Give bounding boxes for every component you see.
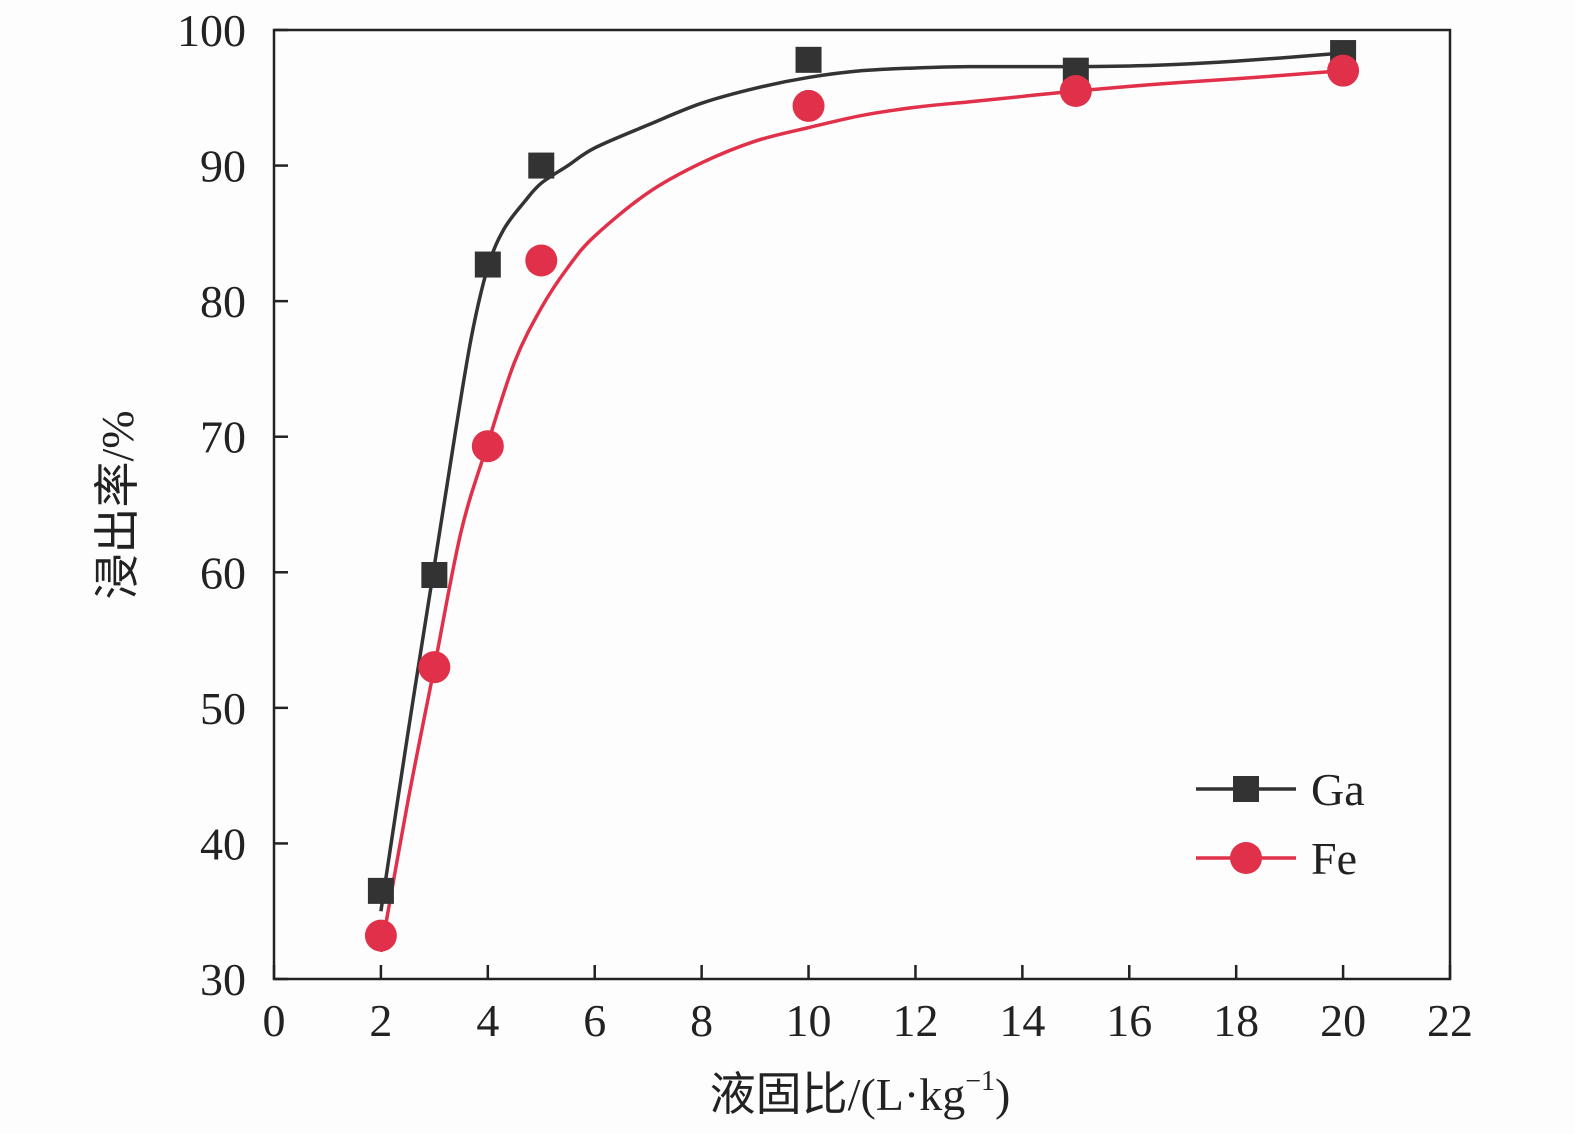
y-tick-label: 90	[200, 141, 246, 192]
ga-point	[795, 46, 822, 73]
fe-point	[1327, 54, 1360, 87]
y-tick-labels: 30 40 50 60 70 80 90 100	[177, 5, 246, 1005]
legend-marker-ga	[1233, 776, 1259, 802]
x-tick-label: 14	[999, 995, 1045, 1046]
x-tick-label: 16	[1106, 995, 1152, 1046]
ga-point	[528, 152, 555, 179]
x-tick-label: 18	[1213, 995, 1259, 1046]
y-tick-label: 60	[200, 547, 246, 598]
x-tick-label: 0	[263, 995, 286, 1046]
ga-point	[367, 877, 394, 904]
y-axis-title: 浸出率/%	[92, 410, 143, 599]
x-tick-label: 22	[1427, 995, 1473, 1046]
fit-curves	[379, 51, 1344, 953]
ga-fit-line	[379, 51, 1344, 912]
legend: Ga Fe	[1196, 764, 1365, 884]
data-points	[364, 40, 1360, 952]
fe-point	[364, 919, 397, 952]
y-tick-label: 50	[200, 683, 246, 734]
legend-marker-fe	[1230, 842, 1262, 874]
y-tick-label: 100	[177, 5, 246, 56]
fe-point	[471, 430, 504, 463]
x-tick-labels: 0 2 4 6 8 10 12 14 16 18 20 22	[263, 995, 1474, 1046]
fe-point	[792, 89, 825, 122]
legend-label-fe: Fe	[1311, 833, 1357, 884]
fe-point	[418, 651, 451, 684]
x-tick-label: 12	[892, 995, 938, 1046]
x-tick-label: 8	[690, 995, 713, 1046]
legend-label-ga: Ga	[1311, 764, 1365, 815]
y-tick-label: 30	[200, 954, 246, 1005]
fe-point	[525, 244, 558, 277]
x-tick-label: 6	[583, 995, 606, 1046]
x-tick-label: 2	[369, 995, 392, 1046]
fe-point	[1059, 75, 1092, 108]
tick-marks	[272, 28, 1452, 981]
x-axis-title: 液固比/(L·kg−1)	[710, 1066, 1011, 1120]
x-tick-label: 4	[476, 995, 499, 1046]
x-tick-label: 10	[786, 995, 832, 1046]
ga-point	[474, 251, 501, 278]
ga-point	[421, 561, 448, 588]
x-tick-label: 20	[1320, 995, 1366, 1046]
y-tick-label: 70	[200, 412, 246, 463]
plot-frame	[272, 28, 1452, 981]
y-tick-label: 40	[200, 818, 246, 869]
y-tick-label: 80	[200, 276, 246, 327]
